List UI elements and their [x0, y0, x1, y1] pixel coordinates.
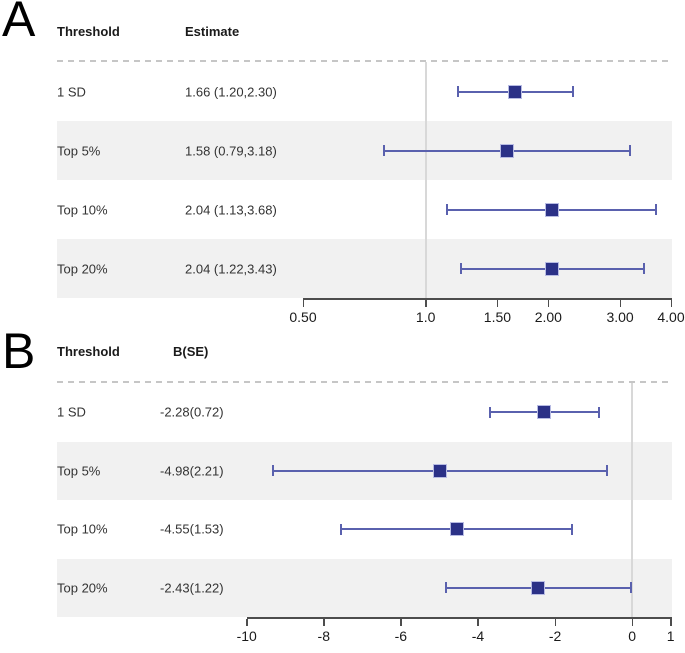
- point-estimate-marker: [449, 522, 464, 537]
- point-estimate-marker: [531, 580, 546, 595]
- x-axis-tick-label: 2.00: [534, 308, 562, 325]
- x-axis-tick: [619, 299, 622, 307]
- ci-cap-left: [272, 465, 275, 477]
- ci-cap-left: [459, 263, 462, 274]
- panel-b-letter: B: [2, 323, 36, 379]
- row-estimate-text: 1.66 (1.20,2.30): [185, 84, 277, 99]
- point-estimate-marker: [508, 84, 523, 99]
- reference-line: [631, 383, 634, 617]
- ci-cap-right: [629, 582, 632, 594]
- row-estimate-text: -2.43(1.22): [160, 580, 224, 596]
- x-axis-tick-label: -6: [394, 628, 408, 644]
- ci-cap-right: [655, 204, 658, 215]
- x-axis-tick-label: 4.00: [657, 308, 685, 325]
- x-axis-tick-label: 1: [666, 628, 675, 644]
- ci-cap-left: [340, 523, 343, 535]
- ci-cap-left: [446, 204, 449, 215]
- row-estimate-text: -4.55(1.53): [160, 521, 224, 537]
- x-axis-tick: [477, 619, 479, 626]
- point-estimate-marker: [544, 261, 559, 276]
- x-axis-tick: [496, 299, 499, 307]
- panel-a-column-header-threshold: Threshold: [57, 24, 120, 39]
- row-label: 1 SD: [57, 404, 86, 420]
- ci-cap-right: [642, 263, 645, 274]
- x-axis-tick-label: 3.00: [606, 308, 634, 325]
- x-axis-tick: [631, 619, 634, 626]
- ci-cap-right: [629, 145, 632, 156]
- x-axis-tick-label: -10: [236, 628, 257, 644]
- x-axis-tick-label: 1.50: [483, 308, 512, 325]
- x-axis-tick-label: 0.50: [289, 308, 317, 325]
- x-axis-tick: [670, 299, 672, 307]
- ci-cap-left: [445, 582, 448, 594]
- panel-b-column-header-bse: B(SE): [173, 344, 209, 359]
- x-axis-tick: [302, 299, 304, 307]
- row-estimate-text: 2.04 (1.13,3.68): [185, 202, 277, 217]
- header-separator-dashed-line: [57, 381, 672, 383]
- ci-cap-right: [597, 406, 600, 418]
- ci-cap-right: [571, 523, 574, 535]
- panel-a-column-header-estimate: Estimate: [185, 24, 240, 39]
- x-axis-tick: [323, 619, 325, 626]
- x-axis-tick: [554, 619, 557, 626]
- x-axis-tick: [425, 299, 427, 307]
- row-label: Top 5%: [57, 143, 101, 158]
- point-estimate-marker: [433, 463, 448, 478]
- x-axis-tick-label: -8: [317, 628, 331, 644]
- x-axis-tick-label: 1.0: [415, 308, 436, 325]
- x-axis-tick: [400, 619, 402, 626]
- row-estimate-text: -4.98(2.21): [160, 463, 224, 479]
- row-estimate-text: 1.58 (0.79,3.18): [185, 143, 277, 158]
- ci-cap-left: [382, 145, 385, 156]
- header-separator-dashed-line: [57, 60, 672, 62]
- x-axis-line: [246, 617, 672, 619]
- point-estimate-marker: [544, 202, 559, 217]
- x-axis-tick: [670, 619, 672, 626]
- row-label: Top 10%: [57, 521, 108, 537]
- ci-cap-left: [456, 86, 459, 97]
- x-axis-tick-label: -2: [548, 628, 562, 644]
- row-estimate-text: 2.04 (1.22,3.43): [185, 261, 277, 276]
- row-label: Top 20%: [57, 261, 108, 276]
- x-axis-tick-label: -4: [471, 628, 485, 644]
- row-label: Top 10%: [57, 202, 108, 217]
- row-estimate-text: -2.28(0.72): [160, 404, 224, 420]
- x-axis-tick: [246, 619, 248, 626]
- row-label: Top 20%: [57, 580, 108, 596]
- point-estimate-marker: [499, 143, 514, 158]
- row-label: Top 5%: [57, 463, 101, 479]
- point-estimate-marker: [537, 405, 552, 420]
- reference-line: [424, 62, 427, 298]
- ci-cap-right: [572, 86, 575, 97]
- panel-a-letter: A: [2, 0, 36, 47]
- x-axis-line: [303, 297, 672, 300]
- ci-cap-right: [606, 465, 609, 477]
- ci-cap-left: [488, 406, 491, 418]
- x-axis-tick: [547, 299, 550, 307]
- x-axis-tick-label: 0: [628, 628, 637, 644]
- panel-b-column-header-threshold: Threshold: [57, 344, 120, 359]
- row-label: 1 SD: [57, 84, 86, 99]
